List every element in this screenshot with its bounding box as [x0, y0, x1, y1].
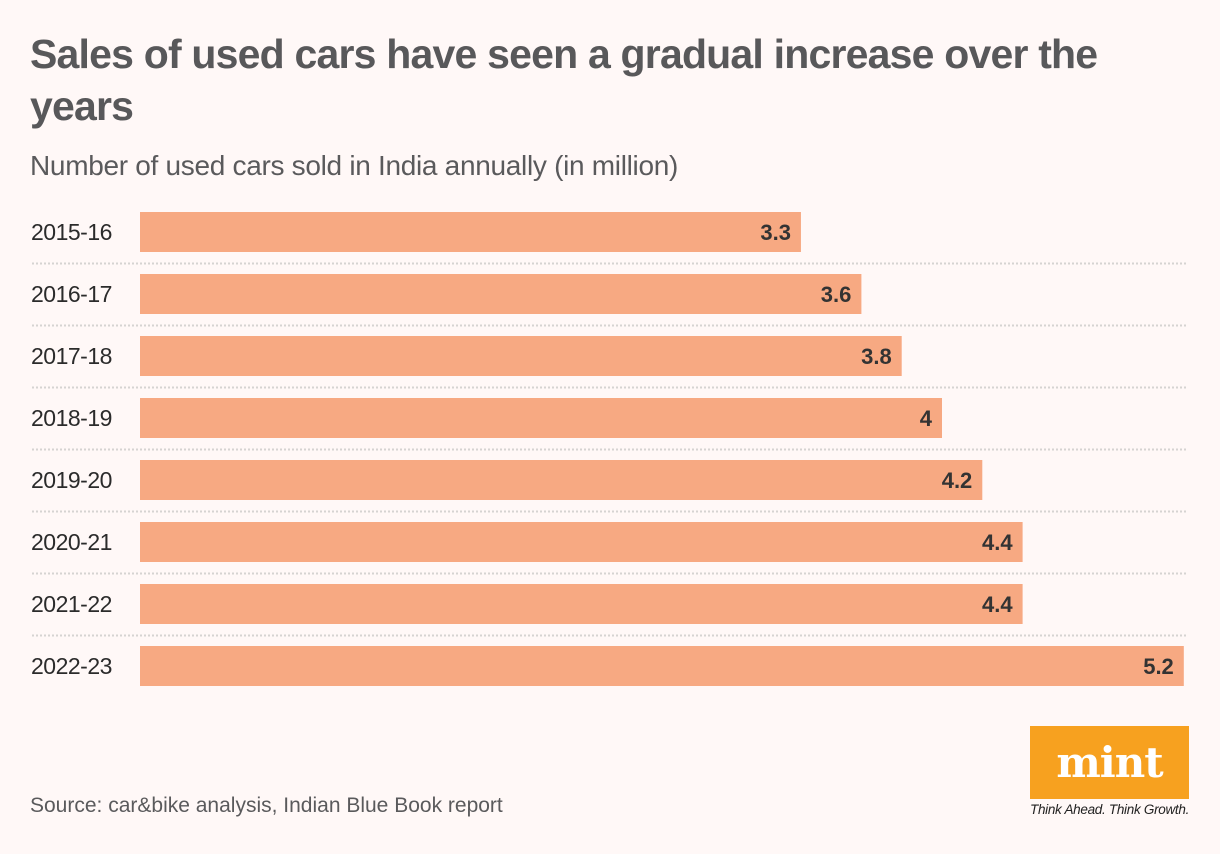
- bar: [140, 336, 902, 376]
- bar: [140, 646, 1184, 686]
- category-label: 2022-23: [31, 653, 112, 679]
- bar: [140, 522, 1023, 562]
- category-label: 2017-18: [31, 343, 112, 369]
- category-label: 2020-21: [31, 529, 112, 555]
- value-label: 4.4: [982, 592, 1013, 617]
- bar: [140, 584, 1023, 624]
- bar-chart: 2015-16 3.3 2016-17 3.6 2017-18 3.8 2018-19 4 20…: [31, 212, 1188, 686]
- category-label: 2021-22: [31, 591, 112, 617]
- logo-tagline: Think Ahead. Think Growth.: [1030, 802, 1190, 817]
- chart-title: Sales of used cars have seen a gradual i…: [30, 31, 1098, 129]
- category-label: 2016-17: [31, 281, 112, 307]
- category-label: 2018-19: [31, 405, 112, 431]
- value-label: 4: [920, 406, 933, 431]
- value-label: 5.2: [1143, 654, 1174, 679]
- category-label: 2015-16: [31, 219, 112, 245]
- value-label: 3.3: [760, 220, 791, 245]
- mint-logo: mint: [1030, 726, 1189, 799]
- bar: [140, 274, 862, 314]
- value-label: 4.4: [982, 530, 1013, 555]
- bar: [140, 460, 983, 500]
- logo-text: mint: [1056, 738, 1163, 787]
- value-label: 3.6: [821, 282, 852, 307]
- source-note: Source: car&bike analysis, Indian Blue B…: [30, 794, 503, 817]
- bar: [140, 398, 942, 438]
- value-label: 3.8: [861, 344, 892, 369]
- value-label: 4.2: [942, 468, 973, 493]
- chart-subtitle: Number of used cars sold in India annual…: [30, 150, 679, 181]
- category-label: 2019-20: [31, 467, 112, 493]
- bar: [140, 212, 801, 252]
